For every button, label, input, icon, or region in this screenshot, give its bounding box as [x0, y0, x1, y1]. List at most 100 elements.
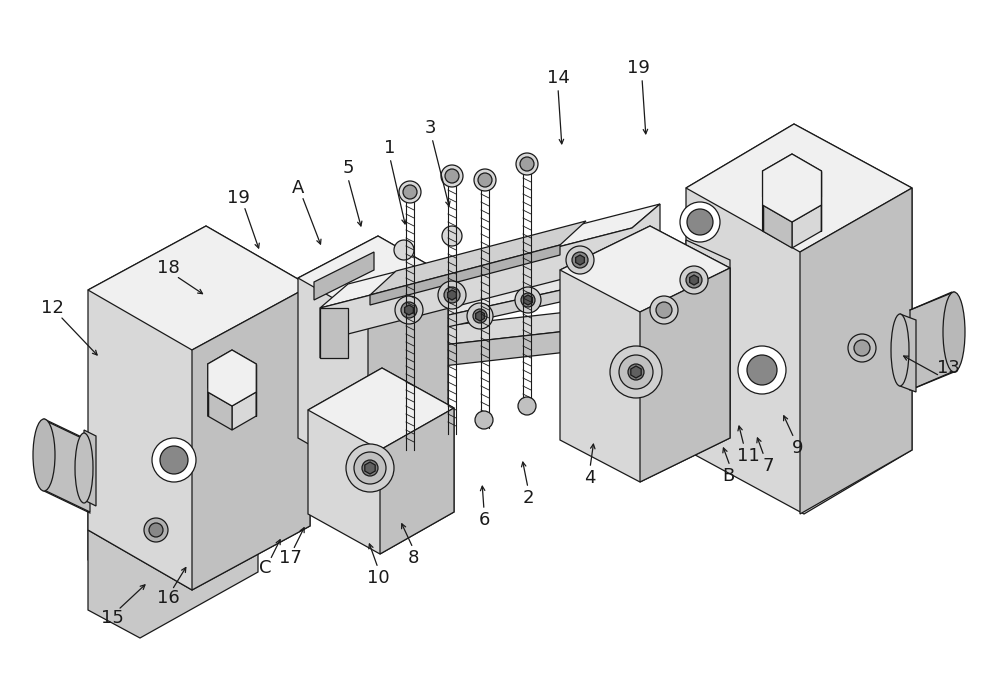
Polygon shape [368, 276, 448, 478]
Text: 2: 2 [522, 489, 534, 507]
Polygon shape [208, 350, 256, 406]
Circle shape [628, 364, 644, 380]
Text: 7: 7 [762, 457, 774, 475]
Polygon shape [208, 392, 232, 430]
Polygon shape [686, 124, 912, 252]
Text: 8: 8 [407, 549, 419, 567]
Circle shape [152, 438, 196, 482]
Circle shape [442, 226, 462, 246]
Text: 1: 1 [384, 139, 396, 157]
Polygon shape [298, 236, 448, 318]
Circle shape [516, 153, 538, 175]
Polygon shape [198, 390, 240, 520]
Polygon shape [300, 246, 686, 378]
Polygon shape [640, 268, 730, 482]
Text: 10: 10 [367, 569, 389, 587]
Polygon shape [631, 366, 641, 378]
Circle shape [518, 397, 536, 415]
Polygon shape [380, 408, 454, 554]
Circle shape [848, 334, 876, 362]
Polygon shape [88, 226, 310, 590]
Circle shape [521, 293, 535, 307]
Circle shape [656, 302, 672, 318]
Polygon shape [763, 154, 821, 222]
Polygon shape [448, 290, 456, 300]
Polygon shape [308, 368, 454, 554]
Ellipse shape [33, 419, 55, 491]
Circle shape [680, 202, 720, 242]
Polygon shape [208, 350, 232, 388]
Polygon shape [560, 226, 730, 312]
Polygon shape [300, 348, 326, 378]
Circle shape [738, 346, 786, 394]
Text: 11: 11 [737, 447, 759, 465]
Polygon shape [44, 420, 90, 512]
Circle shape [566, 246, 594, 274]
Polygon shape [686, 124, 912, 514]
Text: C: C [259, 559, 271, 577]
Circle shape [686, 272, 702, 288]
Text: 17: 17 [279, 549, 301, 567]
Polygon shape [910, 292, 952, 390]
Polygon shape [370, 221, 586, 295]
Polygon shape [405, 305, 413, 315]
Circle shape [854, 340, 870, 356]
Text: 13: 13 [937, 359, 959, 377]
Text: 5: 5 [342, 159, 354, 177]
Polygon shape [192, 286, 310, 590]
Polygon shape [686, 240, 730, 340]
Text: 14: 14 [547, 69, 569, 87]
Circle shape [474, 169, 496, 191]
Polygon shape [88, 390, 240, 470]
Polygon shape [84, 430, 96, 506]
Ellipse shape [943, 292, 965, 372]
Polygon shape [88, 390, 240, 580]
Circle shape [394, 240, 414, 260]
Circle shape [650, 296, 678, 324]
Polygon shape [320, 204, 660, 358]
Circle shape [144, 518, 168, 542]
Text: 15: 15 [101, 609, 123, 627]
Polygon shape [308, 368, 454, 450]
Polygon shape [763, 205, 792, 248]
Circle shape [346, 444, 394, 492]
Polygon shape [320, 204, 660, 308]
Text: 6: 6 [478, 511, 490, 529]
Polygon shape [690, 275, 698, 285]
Text: A: A [292, 179, 304, 197]
Text: 9: 9 [792, 439, 804, 457]
Polygon shape [232, 392, 256, 430]
Circle shape [680, 266, 708, 294]
Circle shape [401, 302, 417, 318]
Circle shape [515, 287, 541, 313]
Text: 16: 16 [157, 589, 179, 607]
Circle shape [395, 296, 423, 324]
Ellipse shape [891, 314, 909, 386]
Polygon shape [560, 226, 730, 482]
Ellipse shape [75, 433, 93, 503]
Circle shape [619, 355, 653, 389]
Polygon shape [686, 320, 730, 420]
Polygon shape [130, 278, 870, 380]
Circle shape [475, 411, 493, 429]
Polygon shape [314, 252, 374, 300]
Polygon shape [370, 245, 560, 305]
Text: 19: 19 [227, 189, 249, 207]
Polygon shape [130, 380, 158, 438]
Polygon shape [792, 154, 821, 197]
Circle shape [362, 460, 378, 476]
Text: 12: 12 [41, 299, 63, 317]
Polygon shape [130, 278, 870, 420]
Text: 3: 3 [424, 119, 436, 137]
Circle shape [149, 523, 163, 537]
Circle shape [160, 446, 188, 474]
Circle shape [438, 281, 466, 309]
Polygon shape [800, 188, 912, 514]
Circle shape [354, 452, 386, 484]
Text: 4: 4 [584, 469, 596, 487]
Circle shape [445, 169, 459, 183]
Polygon shape [524, 295, 532, 305]
Polygon shape [476, 311, 484, 321]
Circle shape [610, 346, 662, 398]
Circle shape [572, 252, 588, 268]
